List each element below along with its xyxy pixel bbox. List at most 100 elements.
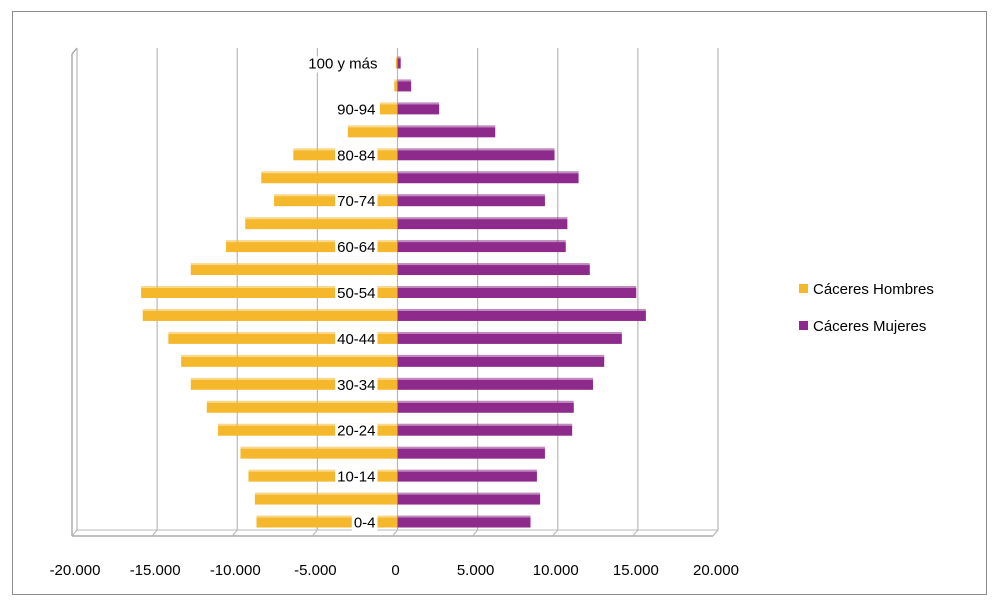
- legend-label-hombres: Cáceres Hombres: [813, 281, 934, 298]
- bar-hombres-0-4: [256, 517, 398, 528]
- gridline-floor: [712, 529, 719, 537]
- bar-mujeres-top-face: [397, 79, 412, 82]
- bar-hombres-top-face: [248, 469, 398, 472]
- category-label-bg: [335, 286, 378, 302]
- bar-mujeres-85-89: [397, 127, 496, 138]
- bar-mujeres-95-99: [397, 81, 412, 92]
- bar-hombres-top-face: [261, 171, 398, 174]
- bar-mujeres-top-face: [397, 400, 574, 403]
- bar-mujeres-20-24: [397, 425, 573, 436]
- bar-hombres-20-24: [218, 425, 398, 436]
- bar-hombres-top-face: [256, 515, 398, 518]
- category-label-bg: [335, 469, 378, 486]
- gridline-floor: [552, 529, 559, 537]
- bar-mujeres-top-face: [397, 286, 637, 288]
- bar-hombres-top-face: [245, 217, 398, 220]
- plot-area: -20.000 -15.000 -10.000 -5.000 0 5.000 10.000 1…: [50, 47, 739, 579]
- bar-hombres-10-14: [248, 471, 398, 482]
- bar-hombres-top-face: [218, 423, 398, 426]
- bar-hombres-60-64: [226, 242, 398, 253]
- gridline-floor: [392, 529, 398, 537]
- bar-hombres-45-49: [142, 310, 398, 321]
- category-label-bg: [351, 515, 378, 532]
- bar-hombres-15-19: [240, 448, 398, 459]
- bar-mujeres-top-face: [397, 515, 531, 518]
- bar-mujeres-top-face: [397, 102, 440, 105]
- bar-mujeres-5-9: [397, 494, 541, 505]
- bar-hombres-30-34: [190, 379, 398, 390]
- bar-mujeres-top-face: [397, 377, 594, 380]
- bar-hombres-85-89: [347, 127, 398, 138]
- x-tick-label: -5.000: [294, 562, 337, 579]
- bar-mujeres-10-14: [397, 471, 537, 482]
- bar-hombres-top-face: [240, 446, 398, 449]
- bar-hombres-top-face: [168, 331, 398, 334]
- bar-hombres-top-face: [141, 286, 398, 288]
- x-tick-label: 5.000: [457, 562, 495, 579]
- bar-mujeres-15-19: [397, 448, 545, 459]
- category-label-bg: [335, 148, 378, 165]
- bar-mujeres-top-face: [397, 148, 555, 151]
- gridline-floor: [632, 529, 639, 537]
- bar-mujeres-35-39: [397, 356, 605, 367]
- x-tick-label: 0: [391, 562, 399, 579]
- bar-mujeres-45-49: [397, 310, 646, 321]
- bar-hombres-top-face: [142, 308, 398, 311]
- bar-hombres-5-9: [254, 494, 398, 505]
- bar-mujeres-top-face: [397, 263, 590, 266]
- bar-hombres-35-39: [181, 356, 398, 367]
- category-label-bg: [335, 240, 378, 257]
- x-tick-label: -10.000: [210, 562, 261, 579]
- legend: Cáceres Hombres Cáceres Mujeres: [799, 281, 934, 335]
- category-label: 100 y más: [308, 55, 377, 72]
- bar-mujeres-90-94: [397, 104, 440, 115]
- category-label: 40-44: [337, 331, 375, 348]
- bar-hombres-95-99: [394, 81, 398, 92]
- bar-hombres-40-44: [168, 333, 398, 344]
- bar-hombres-top-face: [254, 492, 398, 495]
- bar-hombres-25-29: [206, 402, 398, 413]
- category-label-bg: [335, 331, 378, 348]
- category-label: 90-94: [337, 101, 375, 118]
- side-wall-top-edge: [71, 47, 78, 55]
- x-tick-label: 20.000: [693, 562, 739, 579]
- category-label: 0-4: [354, 515, 376, 532]
- gridline-floor: [472, 529, 479, 537]
- bar-mujeres-top-face: [397, 423, 573, 426]
- bar-mujeres-top-face: [397, 171, 579, 174]
- category-label-bg: [335, 423, 378, 440]
- x-tick-label: -20.000: [50, 562, 101, 579]
- bar-mujeres-55-59: [397, 265, 590, 276]
- bar-mujeres-top-face: [397, 217, 568, 220]
- bar-hombres-75-79: [261, 173, 398, 184]
- bar-hombres-top-face: [190, 263, 398, 266]
- gridline-floor: [231, 529, 238, 537]
- category-label-bg: [335, 377, 378, 394]
- x-tick-label: 15.000: [613, 562, 659, 579]
- category-label: 50-54: [337, 285, 375, 302]
- category-label: 20-24: [337, 423, 375, 440]
- category-label-bg: [335, 194, 378, 211]
- x-tick-label: -15.000: [130, 562, 181, 579]
- legend-swatch-hombres: [799, 284, 808, 293]
- bar-mujeres-70-74: [397, 196, 545, 207]
- chart-frame: [12, 11, 987, 595]
- bar-mujeres-0-4: [397, 517, 531, 528]
- bar-hombres-100-y-más: [395, 58, 398, 69]
- bar-hombres-top-face: [379, 102, 398, 105]
- bar-hombres-top-face: [226, 240, 398, 243]
- bar-hombres-top-face: [347, 125, 398, 128]
- bar-mujeres-top-face: [397, 354, 605, 357]
- gridline-floor: [311, 529, 318, 537]
- bar-mujeres-top-face: [397, 308, 646, 311]
- category-label: 30-34: [337, 377, 375, 394]
- bar-mujeres-75-79: [397, 173, 579, 184]
- bar-hombres-65-69: [245, 219, 398, 230]
- bar-mujeres-100-y-más: [397, 58, 401, 69]
- bar-hombres-90-94: [379, 104, 398, 115]
- bar-mujeres-top-face: [397, 240, 566, 243]
- category-label: 10-14: [337, 469, 375, 486]
- bar-mujeres-30-34: [397, 379, 594, 390]
- bar-mujeres-top-face: [397, 194, 545, 197]
